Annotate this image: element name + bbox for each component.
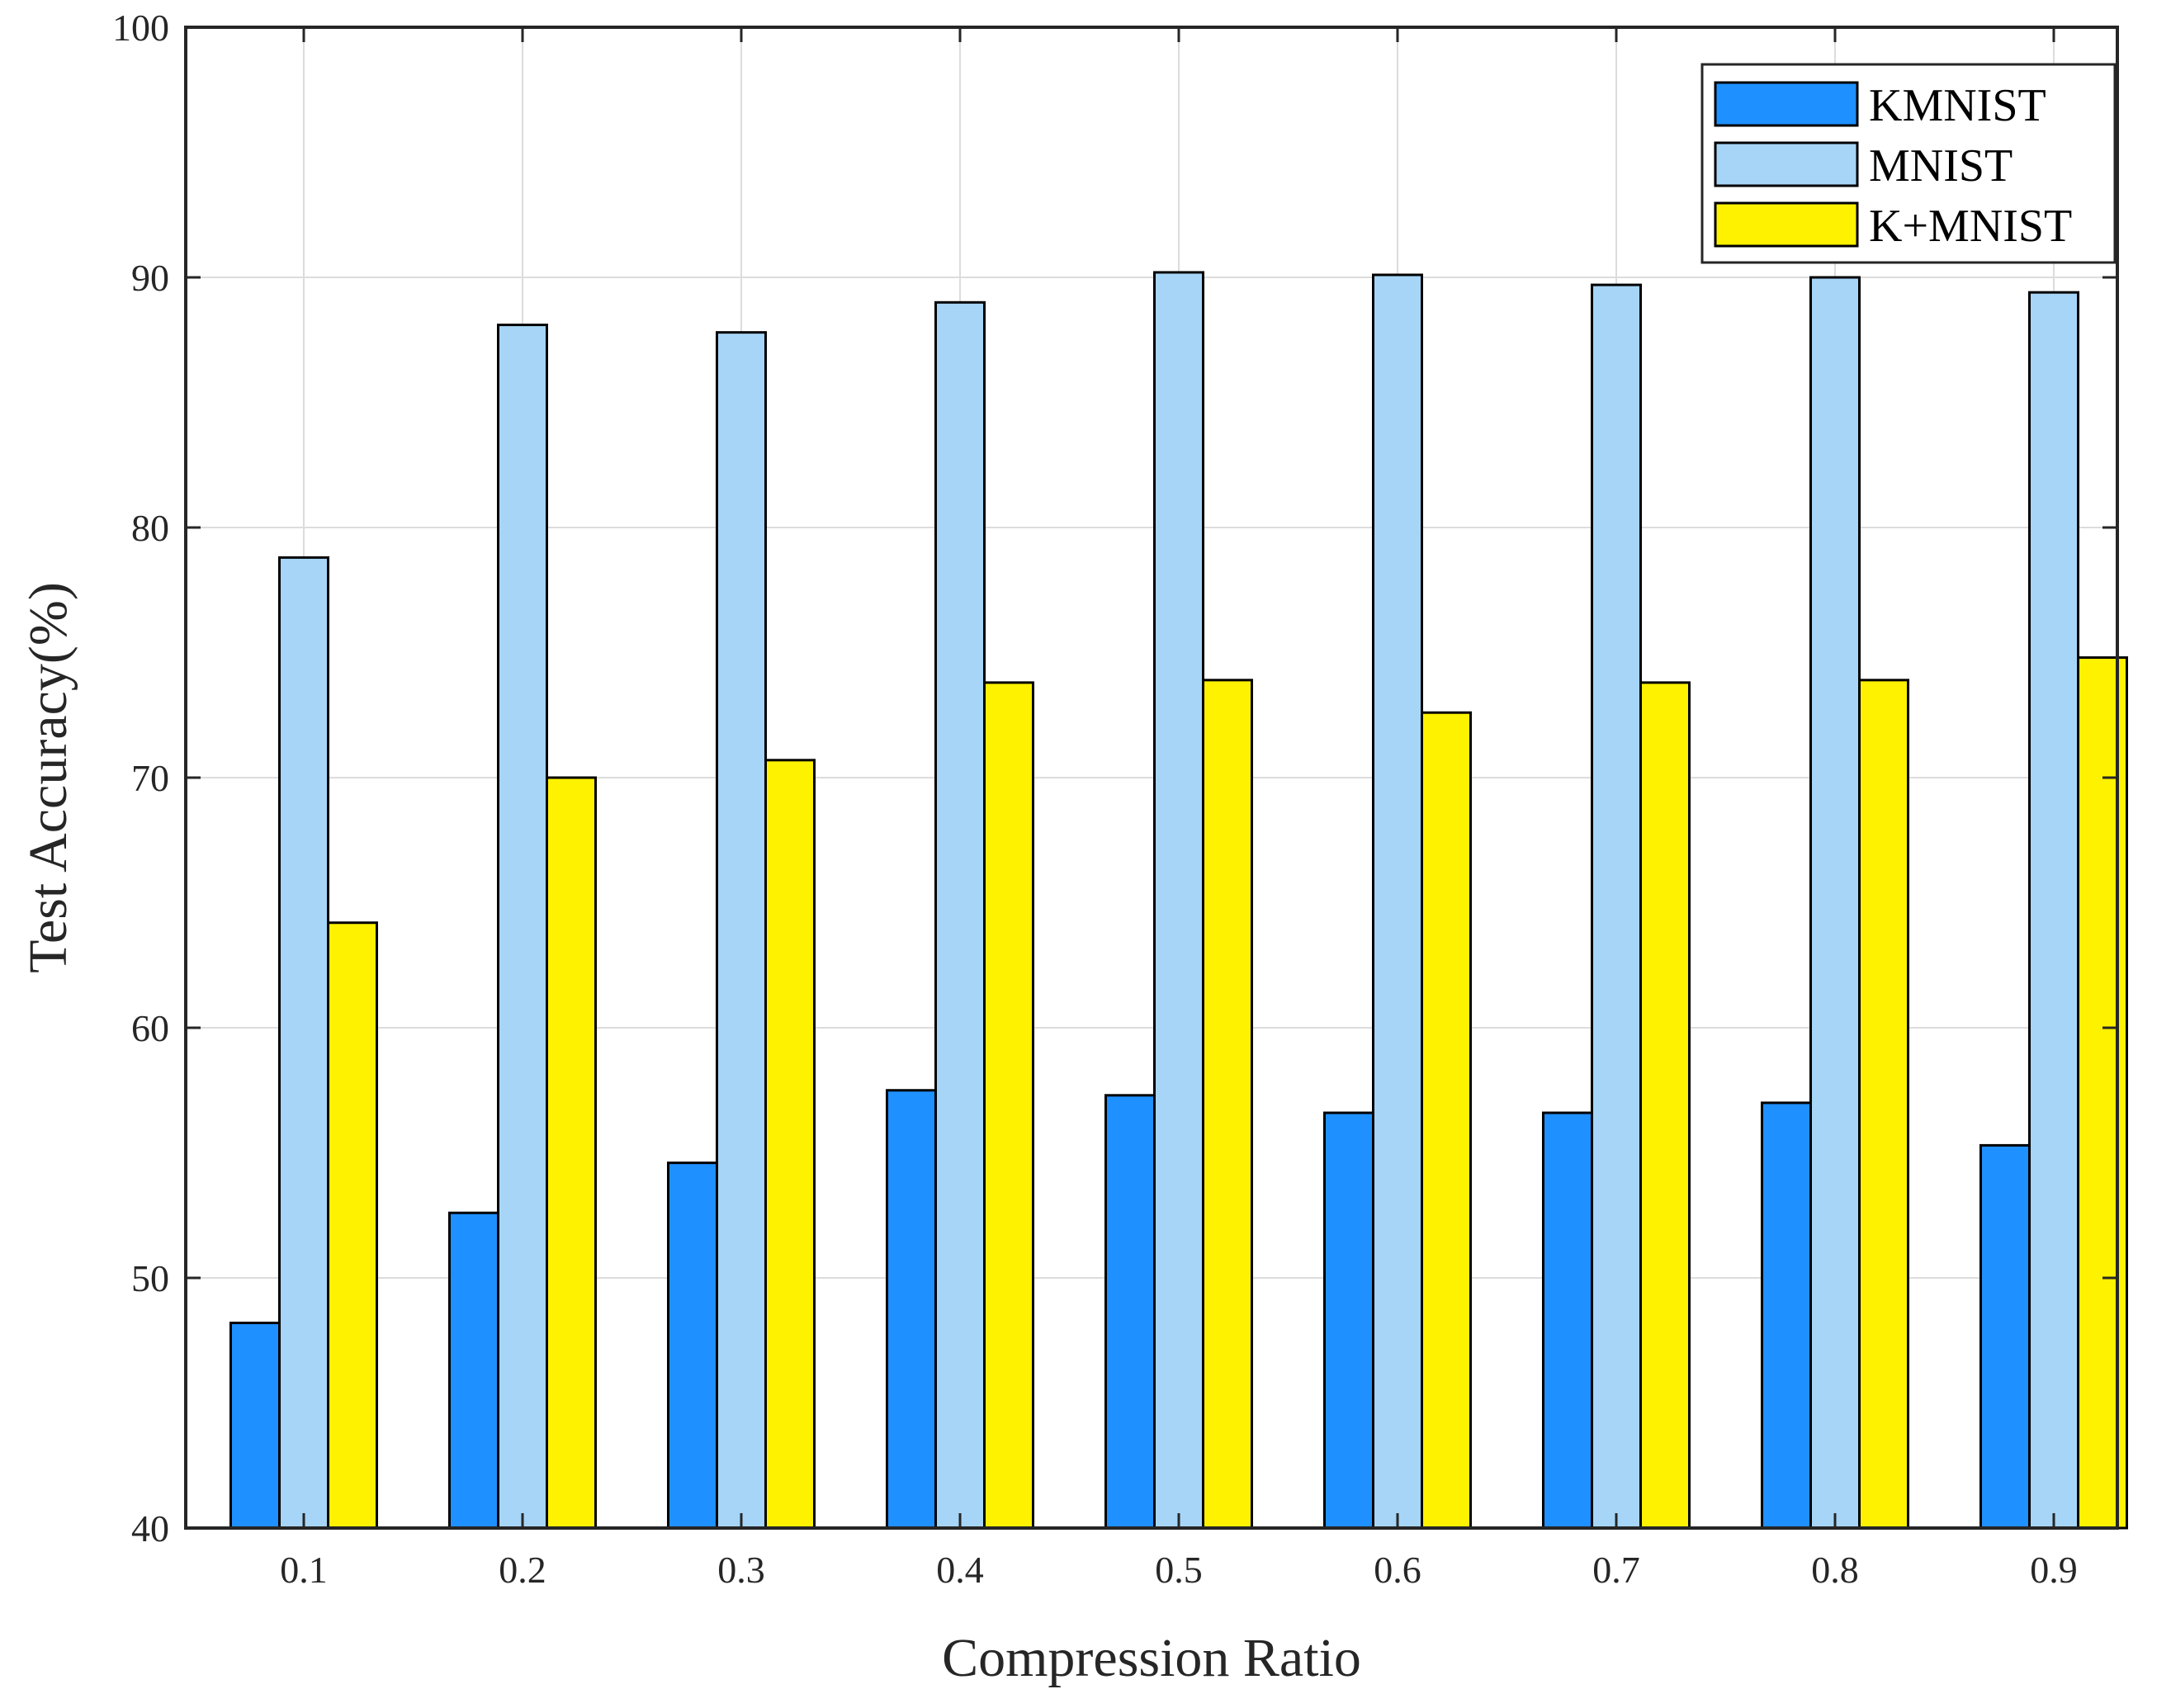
- y-tick-label: 100: [112, 7, 169, 49]
- axis-ticks: 40 50 60 70 80 90 100 0.1 0.2 0.3 0.4 0.5 0.6 0.7 0.8 0…: [112, 7, 2117, 1591]
- bar-k-mnist-0.6: [1421, 711, 1472, 1530]
- bar-kmnist-0.7: [1542, 1111, 1593, 1530]
- y-tick-label: 40: [131, 1507, 169, 1550]
- bar-k-mnist-0.5: [1202, 679, 1253, 1530]
- bar-k-mnist-0.1: [327, 921, 378, 1530]
- x-axis-title: Compression Ratio: [942, 1628, 1361, 1688]
- legend-swatch: [1714, 201, 1859, 248]
- bar-mnist-0.2: [497, 324, 548, 1530]
- x-tick-label: 0.2: [499, 1549, 546, 1591]
- bars: [229, 271, 2128, 1530]
- legend-swatch: [1714, 81, 1859, 127]
- bar-mnist-0.1: [278, 556, 329, 1530]
- bar-kmnist-0.9: [1979, 1143, 2031, 1530]
- bar-kmnist-0.8: [1761, 1101, 1812, 1530]
- bar-mnist-0.5: [1153, 271, 1204, 1530]
- x-tick-label: 0.6: [1374, 1549, 1421, 1591]
- bar-kmnist-0.4: [886, 1089, 937, 1530]
- bar-kmnist-0.6: [1323, 1111, 1374, 1530]
- y-tick-label: 50: [131, 1257, 169, 1299]
- legend: KMNIST MNIST K+MNIST: [1700, 63, 2117, 264]
- bar-mnist-0.4: [934, 300, 986, 1530]
- bar-k-mnist-0.4: [983, 681, 1034, 1530]
- bar-kmnist-0.2: [448, 1211, 499, 1530]
- bar-mnist-0.8: [1809, 276, 1861, 1530]
- legend-label: K+MNIST: [1869, 201, 2072, 252]
- legend-label: MNIST: [1869, 140, 2013, 192]
- y-tick-label: 80: [131, 507, 169, 549]
- x-tick-label: 0.9: [2030, 1549, 2078, 1591]
- bar-kmnist-0.1: [229, 1322, 281, 1530]
- x-tick-label: 0.8: [1811, 1549, 1859, 1591]
- x-tick-label: 0.5: [1155, 1549, 1203, 1591]
- bar-kmnist-0.3: [667, 1162, 718, 1530]
- bar-k-mnist-0.8: [1858, 679, 1909, 1530]
- x-tick-label: 0.3: [717, 1549, 765, 1591]
- bar-k-mnist-0.7: [1639, 681, 1691, 1530]
- bar-k-mnist-0.2: [546, 776, 597, 1530]
- x-tick-label: 0.4: [936, 1549, 984, 1591]
- x-tick-label: 0.1: [280, 1549, 328, 1591]
- y-axis-title: Test Accuracy(%): [18, 582, 78, 973]
- y-tick-label: 60: [131, 1007, 169, 1049]
- bar-k-mnist-0.9: [2077, 656, 2128, 1530]
- bar-mnist-0.3: [716, 331, 767, 1530]
- y-tick-label: 70: [131, 757, 169, 799]
- x-tick-label: 0.7: [1592, 1549, 1640, 1591]
- y-tick-label: 90: [131, 257, 169, 299]
- bar-k-mnist-0.3: [764, 759, 816, 1530]
- legend-swatch: [1714, 141, 1859, 187]
- bar-kmnist-0.5: [1104, 1094, 1156, 1530]
- bar-mnist-0.6: [1372, 273, 1423, 1530]
- legend-label: KMNIST: [1869, 80, 2046, 131]
- bar-mnist-0.9: [2028, 291, 2079, 1530]
- bar-mnist-0.7: [1591, 283, 1642, 1530]
